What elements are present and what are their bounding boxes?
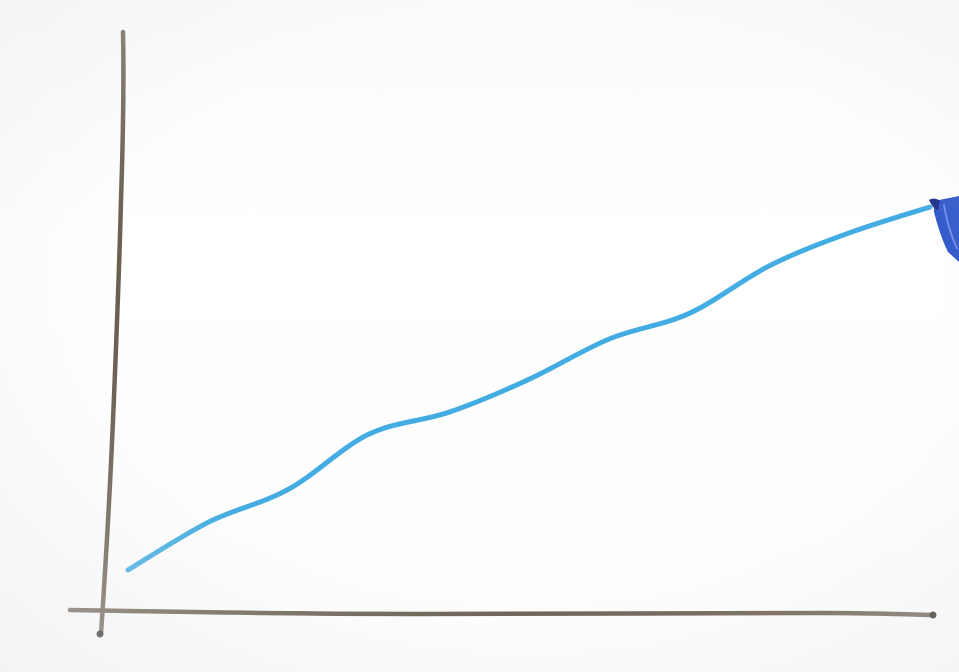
trend-line (125, 204, 933, 573)
marker-pen (929, 196, 959, 262)
y-axis-end-dot (96, 630, 104, 638)
x-axis-line (67, 607, 936, 618)
y-axis-line (98, 29, 126, 637)
x-axis-end-dot (929, 611, 937, 619)
